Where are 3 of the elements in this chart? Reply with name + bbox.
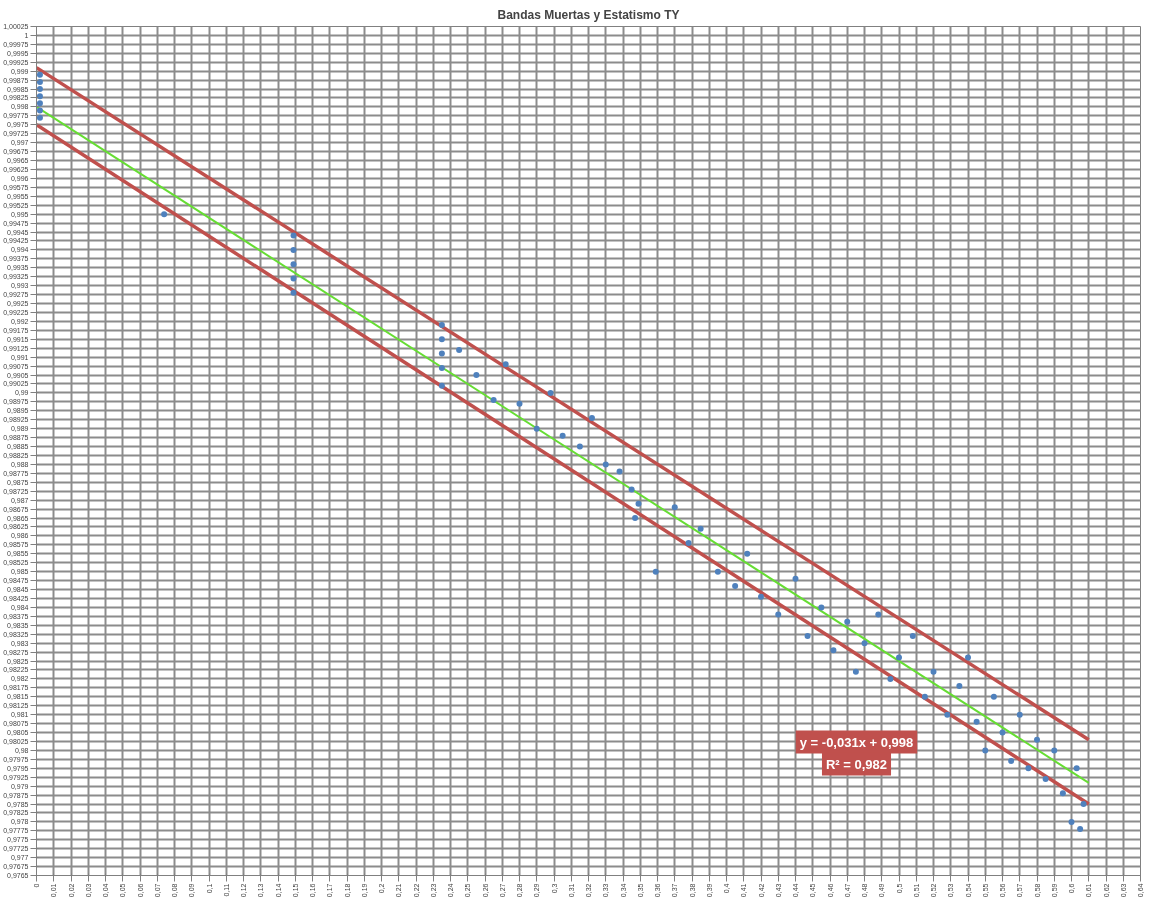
annotation: R² = 0,982 [825,756,888,772]
annotation: y = -0,031x + 0,998 [799,734,914,750]
chart-title: Bandas Muertas y Estatismo TY [497,7,680,22]
